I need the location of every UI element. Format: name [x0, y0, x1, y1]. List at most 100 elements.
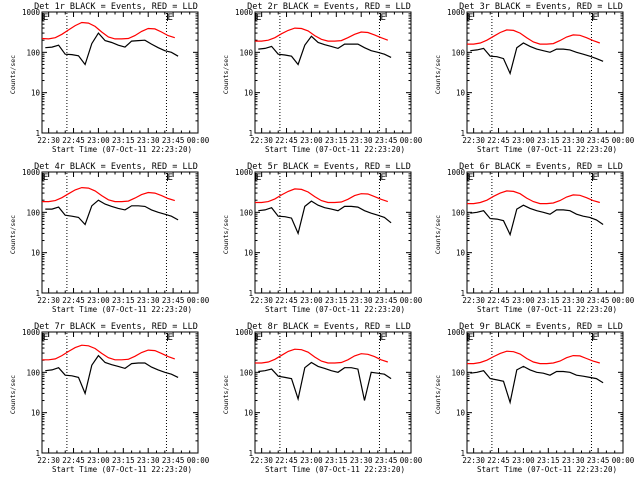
- x-tick-label: 23:00: [300, 136, 323, 145]
- event-marker: E: [468, 333, 473, 343]
- y-tick-label: 1: [460, 449, 465, 458]
- x-tick-label: 23:15: [325, 456, 348, 465]
- event-marker: E: [256, 13, 261, 23]
- x-axis-label: Start Time (07-Oct-11 22:23:20): [52, 305, 192, 314]
- event-marker: E: [167, 173, 172, 183]
- plot-frame: [41, 171, 199, 294]
- x-tick-label: 23:45: [587, 136, 610, 145]
- y-axis-label: Counts/sec: [222, 215, 230, 254]
- x-tick-label: 23:45: [162, 456, 185, 465]
- x-tick-label: 23:15: [112, 456, 135, 465]
- event-marker: E: [380, 333, 385, 343]
- x-tick-label: 23:45: [162, 296, 185, 305]
- x-tick-label: 23:00: [300, 456, 323, 465]
- x-tick-label: 23:30: [562, 136, 585, 145]
- x-tick-label: 22:30: [462, 456, 485, 465]
- x-tick-label: 23:00: [512, 136, 535, 145]
- x-tick-label: 23:00: [87, 296, 110, 305]
- x-tick-label: 23:15: [537, 296, 560, 305]
- events-series-line: [258, 200, 392, 236]
- x-tick-label: 23:30: [137, 296, 160, 305]
- lld-series-line: [41, 21, 175, 40]
- y-tick-label: 100: [451, 368, 465, 377]
- x-tick-label: 23:30: [350, 456, 373, 465]
- x-tick-label: 23:30: [137, 456, 160, 465]
- x-tick-label: 23:45: [375, 456, 398, 465]
- x-tick-label: 23:30: [350, 296, 373, 305]
- x-tick-label: 23:45: [375, 136, 398, 145]
- events-series-line: [470, 42, 604, 76]
- panel-title: Det 9r BLACK = Events, RED = LLD: [459, 322, 623, 332]
- x-tick-label: 00:00: [187, 136, 210, 145]
- x-tick-label: 23:00: [512, 296, 535, 305]
- event-marker: E: [380, 173, 385, 183]
- event-marker: E: [167, 333, 172, 343]
- y-tick-label: 100: [26, 368, 40, 377]
- lld-series-line: [42, 344, 175, 361]
- event-marker: E: [592, 333, 597, 343]
- y-axis-label: Counts/sec: [434, 55, 442, 94]
- x-tick-label: 22:45: [275, 296, 298, 305]
- y-tick-label: 100: [239, 48, 253, 57]
- y-tick-label: 100: [451, 48, 465, 57]
- panel-title: Det 2r BLACK = Events, RED = LLD: [247, 2, 411, 12]
- y-tick-label: 100: [239, 208, 253, 217]
- panel-det-5: Det 5r BLACK = Events, RED = LLD 1 10 100 10…: [222, 162, 423, 314]
- lld-series-line: [255, 348, 388, 364]
- event-marker: E: [43, 173, 48, 183]
- y-tick-label: 10: [456, 409, 466, 418]
- panel-title: Det 8r BLACK = Events, RED = LLD: [247, 322, 411, 332]
- lld-series-line: [467, 29, 601, 45]
- x-axis-label: Start Time (07-Oct-11 22:23:20): [265, 145, 405, 154]
- y-tick-label: 10: [244, 89, 254, 98]
- plot-frame: [254, 11, 412, 134]
- x-axis-label: Start Time (07-Oct-11 22:23:20): [477, 305, 617, 314]
- x-tick-label: 23:45: [587, 456, 610, 465]
- lld-series-line: [255, 27, 389, 42]
- panel-det-6: Det 6r BLACK = Events, RED = LLD 1 10 100 10…: [434, 162, 635, 314]
- y-tick-label: 1: [248, 449, 253, 458]
- x-tick-label: 23:00: [512, 456, 535, 465]
- plot-frame: [466, 11, 624, 134]
- y-tick-label: 1000: [235, 168, 254, 177]
- y-tick-label: 100: [451, 208, 465, 217]
- x-tick-label: 23:15: [325, 136, 348, 145]
- x-axis-label: Start Time (07-Oct-11 22:23:20): [52, 145, 192, 154]
- x-tick-label: 23:00: [300, 296, 323, 305]
- plot-frame: [254, 171, 412, 294]
- event-marker: E: [592, 13, 597, 23]
- y-tick-label: 10: [456, 249, 466, 258]
- plot-frame: [466, 171, 624, 294]
- y-tick-label: 10: [31, 409, 41, 418]
- panel-title: Det 5r BLACK = Events, RED = LLD: [247, 162, 411, 172]
- event-marker: E: [256, 173, 261, 183]
- y-tick-label: 1: [460, 129, 465, 138]
- event-marker: E: [468, 173, 473, 183]
- x-tick-label: 23:45: [587, 296, 610, 305]
- plot-frame: [41, 331, 199, 454]
- x-tick-label: 00:00: [612, 456, 635, 465]
- event-marker: E: [43, 13, 48, 23]
- x-tick-label: 23:30: [562, 456, 585, 465]
- x-tick-label: 23:15: [537, 456, 560, 465]
- lld-series-line: [42, 186, 175, 203]
- events-series-line: [470, 365, 604, 405]
- y-tick-label: 1000: [22, 328, 41, 337]
- lld-series-line: [467, 190, 600, 205]
- y-tick-label: 1000: [447, 328, 466, 337]
- x-tick-label: 23:30: [137, 136, 160, 145]
- x-tick-label: 22:30: [250, 296, 273, 305]
- panel-det-4: Det 4r BLACK = Events, RED = LLD 1 10 100 10…: [9, 162, 210, 314]
- event-marker: E: [468, 13, 473, 23]
- x-axis-label: Start Time (07-Oct-11 22:23:20): [477, 465, 617, 474]
- events-series-line: [470, 204, 604, 237]
- x-tick-label: 00:00: [400, 456, 423, 465]
- y-axis-label: Counts/sec: [222, 375, 230, 414]
- y-tick-label: 1: [35, 129, 40, 138]
- x-tick-label: 22:30: [37, 456, 60, 465]
- y-tick-label: 1000: [235, 8, 254, 17]
- x-tick-label: 23:00: [87, 456, 110, 465]
- x-axis-label: Start Time (07-Oct-11 22:23:20): [265, 305, 405, 314]
- y-tick-label: 1: [35, 449, 40, 458]
- event-marker: E: [167, 13, 172, 23]
